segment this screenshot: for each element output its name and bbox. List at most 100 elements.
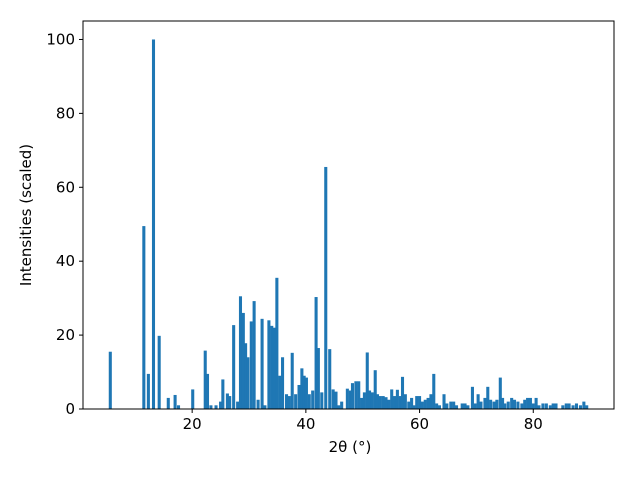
- x-tick-label: 60: [410, 415, 429, 433]
- bar: [400, 376, 405, 409]
- bar: [275, 277, 279, 409]
- bar: [541, 403, 545, 409]
- bar: [284, 394, 289, 409]
- bar: [314, 297, 318, 409]
- bar: [578, 405, 582, 409]
- bar: [256, 399, 260, 409]
- bar: [331, 389, 335, 409]
- bar: [534, 397, 538, 409]
- bar: [418, 396, 422, 409]
- bar: [393, 396, 397, 409]
- bar: [412, 405, 416, 409]
- bar: [554, 403, 558, 409]
- bar: [512, 399, 517, 409]
- bar: [304, 377, 308, 409]
- bar: [272, 327, 276, 409]
- bar: [520, 403, 524, 409]
- bar: [221, 379, 225, 409]
- bar: [252, 301, 256, 409]
- bar: [191, 389, 195, 409]
- bar: [381, 396, 385, 409]
- x-tick-label: 20: [183, 415, 202, 433]
- bar: [241, 312, 245, 409]
- bar: [267, 320, 271, 409]
- bar: [452, 401, 456, 409]
- bar: [368, 390, 372, 409]
- x-axis-label: 2θ (°): [329, 438, 372, 456]
- bar: [166, 397, 170, 409]
- bar: [373, 370, 377, 409]
- bar: [506, 401, 510, 409]
- bar: [287, 396, 291, 409]
- bar: [415, 396, 419, 409]
- bar: [307, 394, 311, 409]
- bar: [362, 392, 366, 409]
- bar: [463, 403, 467, 409]
- bar: [384, 397, 388, 409]
- bar: [473, 403, 477, 409]
- bar: [410, 397, 414, 409]
- bar: [236, 401, 240, 409]
- y-tick-label: 40: [56, 252, 75, 270]
- bar: [320, 392, 324, 409]
- bar: [435, 403, 439, 409]
- bar: [337, 405, 341, 409]
- bar: [214, 405, 218, 409]
- bar: [316, 348, 320, 409]
- bar: [324, 166, 328, 409]
- bar: [203, 350, 207, 409]
- bar: [403, 394, 407, 409]
- bar: [350, 383, 355, 409]
- bar: [571, 405, 575, 409]
- bar: [423, 399, 427, 409]
- bar: [429, 394, 433, 409]
- bar: [345, 388, 349, 409]
- bar: [503, 403, 507, 409]
- bar: [544, 403, 548, 409]
- y-tick-label: 60: [56, 178, 75, 196]
- bar: [281, 357, 285, 409]
- bar: [311, 390, 315, 409]
- bar: [375, 394, 380, 409]
- x-tick-label: 40: [296, 415, 315, 433]
- bar: [449, 401, 453, 409]
- bar: [278, 375, 282, 409]
- bar: [270, 325, 274, 409]
- bar: [360, 397, 364, 409]
- bar: [466, 405, 470, 409]
- bar: [523, 399, 527, 409]
- plot-frame: [82, 20, 615, 410]
- bar: [387, 399, 391, 409]
- bar: [501, 397, 505, 409]
- bar: [348, 390, 352, 409]
- bar: [585, 405, 589, 409]
- bar: [260, 318, 264, 409]
- bar: [516, 401, 520, 409]
- x-tick-label: 80: [524, 415, 543, 433]
- bar: [246, 357, 250, 409]
- bar: [420, 401, 424, 409]
- bar: [489, 399, 493, 409]
- y-tick-label: 80: [56, 104, 75, 122]
- bar: [445, 403, 449, 409]
- bar: [173, 394, 177, 409]
- bar: [340, 401, 344, 409]
- bar: [531, 403, 535, 409]
- bar: [426, 397, 430, 409]
- bar: [564, 403, 568, 409]
- bar: [442, 394, 446, 409]
- bar: [225, 393, 229, 409]
- bar: [290, 352, 294, 409]
- bar: [476, 394, 480, 409]
- bar: [263, 405, 267, 409]
- bar: [567, 403, 571, 409]
- bar: [582, 401, 586, 409]
- bar: [176, 405, 181, 409]
- bar: [146, 373, 150, 409]
- bar: [498, 377, 502, 409]
- bar: [378, 396, 382, 409]
- bar: [108, 351, 112, 409]
- y-tick-label: 20: [56, 326, 75, 344]
